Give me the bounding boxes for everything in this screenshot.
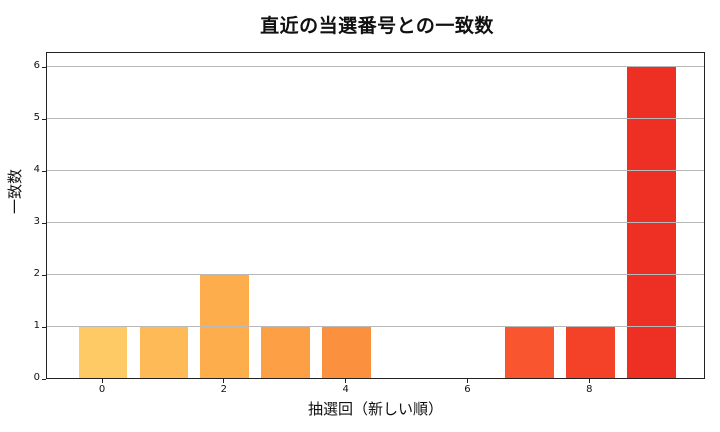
bar-8 bbox=[565, 326, 615, 378]
chart-title: 直近の当選番号との一致数 bbox=[260, 15, 494, 37]
x-tick-label: 2 bbox=[220, 384, 228, 395]
y-tick-label: 0 bbox=[33, 372, 40, 383]
bar-3 bbox=[261, 326, 311, 378]
x-tick-label: 6 bbox=[464, 384, 471, 395]
y-tick bbox=[42, 326, 46, 328]
y-tick bbox=[42, 222, 46, 224]
bar-7 bbox=[505, 326, 554, 378]
x-tick bbox=[223, 379, 225, 383]
gridline bbox=[47, 170, 704, 172]
bar-1 bbox=[139, 326, 189, 378]
plot-area bbox=[46, 52, 705, 379]
y-tick-label: 2 bbox=[33, 268, 40, 280]
bar-9 bbox=[626, 66, 676, 378]
y-tick bbox=[42, 274, 46, 276]
gridline bbox=[47, 326, 704, 328]
y-tick-label: 1 bbox=[33, 320, 40, 331]
x-tick bbox=[588, 379, 590, 383]
gridline bbox=[47, 66, 704, 68]
gridline bbox=[47, 274, 704, 276]
x-tick bbox=[466, 379, 468, 383]
y-tick-label: 6 bbox=[33, 60, 40, 72]
x-tick-label: 8 bbox=[586, 384, 593, 395]
y-tick-label: 3 bbox=[33, 216, 40, 228]
x-tick-label: 4 bbox=[342, 384, 349, 395]
y-tick bbox=[42, 66, 46, 68]
y-tick-label: 4 bbox=[33, 164, 40, 176]
y-tick bbox=[42, 378, 46, 380]
bar-4 bbox=[322, 326, 371, 378]
x-tick bbox=[101, 379, 103, 383]
y-axis-label: 一致数 bbox=[6, 168, 24, 214]
x-tick-label: 0 bbox=[98, 384, 106, 395]
gridline bbox=[47, 222, 704, 224]
bar-0 bbox=[78, 326, 128, 378]
y-tick-label: 5 bbox=[33, 112, 40, 124]
y-tick bbox=[42, 118, 46, 120]
x-tick bbox=[345, 379, 347, 383]
x-axis-label: 抽選回（新しい順） bbox=[307, 400, 443, 418]
gridline bbox=[47, 118, 704, 120]
y-tick bbox=[42, 170, 46, 172]
